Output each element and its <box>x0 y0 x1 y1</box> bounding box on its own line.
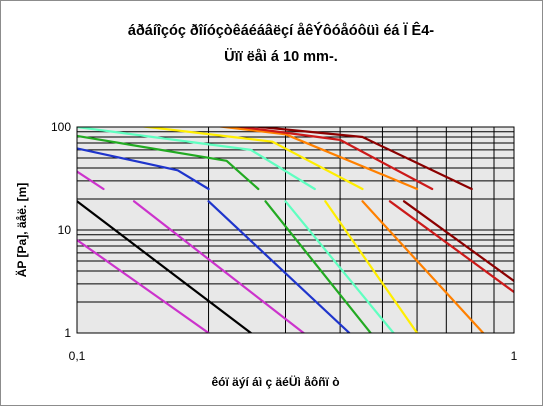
plot-border <box>76 126 515 334</box>
series-line-12 <box>324 200 419 333</box>
series-line-9 <box>77 127 316 191</box>
chart-title-line-2: Üïï ëåì á 10 mm-. <box>224 49 338 65</box>
series-line-8 <box>264 200 372 333</box>
x-axis-label: êóï äýí áì ç äéÜì åôñï ò <box>211 374 339 389</box>
chart-title-line-1: áðáíîçóç ðîíóçòêáéáâëçí åêÝôóåóôüì éá Ï … <box>127 23 435 39</box>
series-line-2 <box>77 238 210 333</box>
x-tick-label: 1 <box>511 349 518 363</box>
series-line-13 <box>215 127 419 191</box>
grid-lines <box>76 127 515 334</box>
series-line-11 <box>138 127 364 191</box>
series-line-16 <box>388 200 514 294</box>
y-tick-label: 100 <box>51 120 71 134</box>
series-line-5 <box>77 147 210 191</box>
series-line-10 <box>284 200 395 333</box>
series-line-3 <box>77 170 105 191</box>
x-tick-label: 0,1 <box>69 349 86 363</box>
y-tick-label: 1 <box>64 326 71 340</box>
y-axis-label: ÄP [Pa], äåë. [m] <box>14 183 29 277</box>
series-line-7 <box>77 134 260 191</box>
tick-labels: 0,1 1 1 10 100 <box>51 120 518 363</box>
series-line-15 <box>232 127 434 191</box>
series-line-18 <box>402 200 514 283</box>
series-line-1 <box>77 200 252 333</box>
y-tick-label: 10 <box>58 223 72 237</box>
series-line-14 <box>361 200 485 333</box>
series-line-6 <box>207 200 351 333</box>
series-line-17 <box>249 127 473 191</box>
series-line-4 <box>132 200 305 333</box>
series-lines <box>77 127 514 333</box>
